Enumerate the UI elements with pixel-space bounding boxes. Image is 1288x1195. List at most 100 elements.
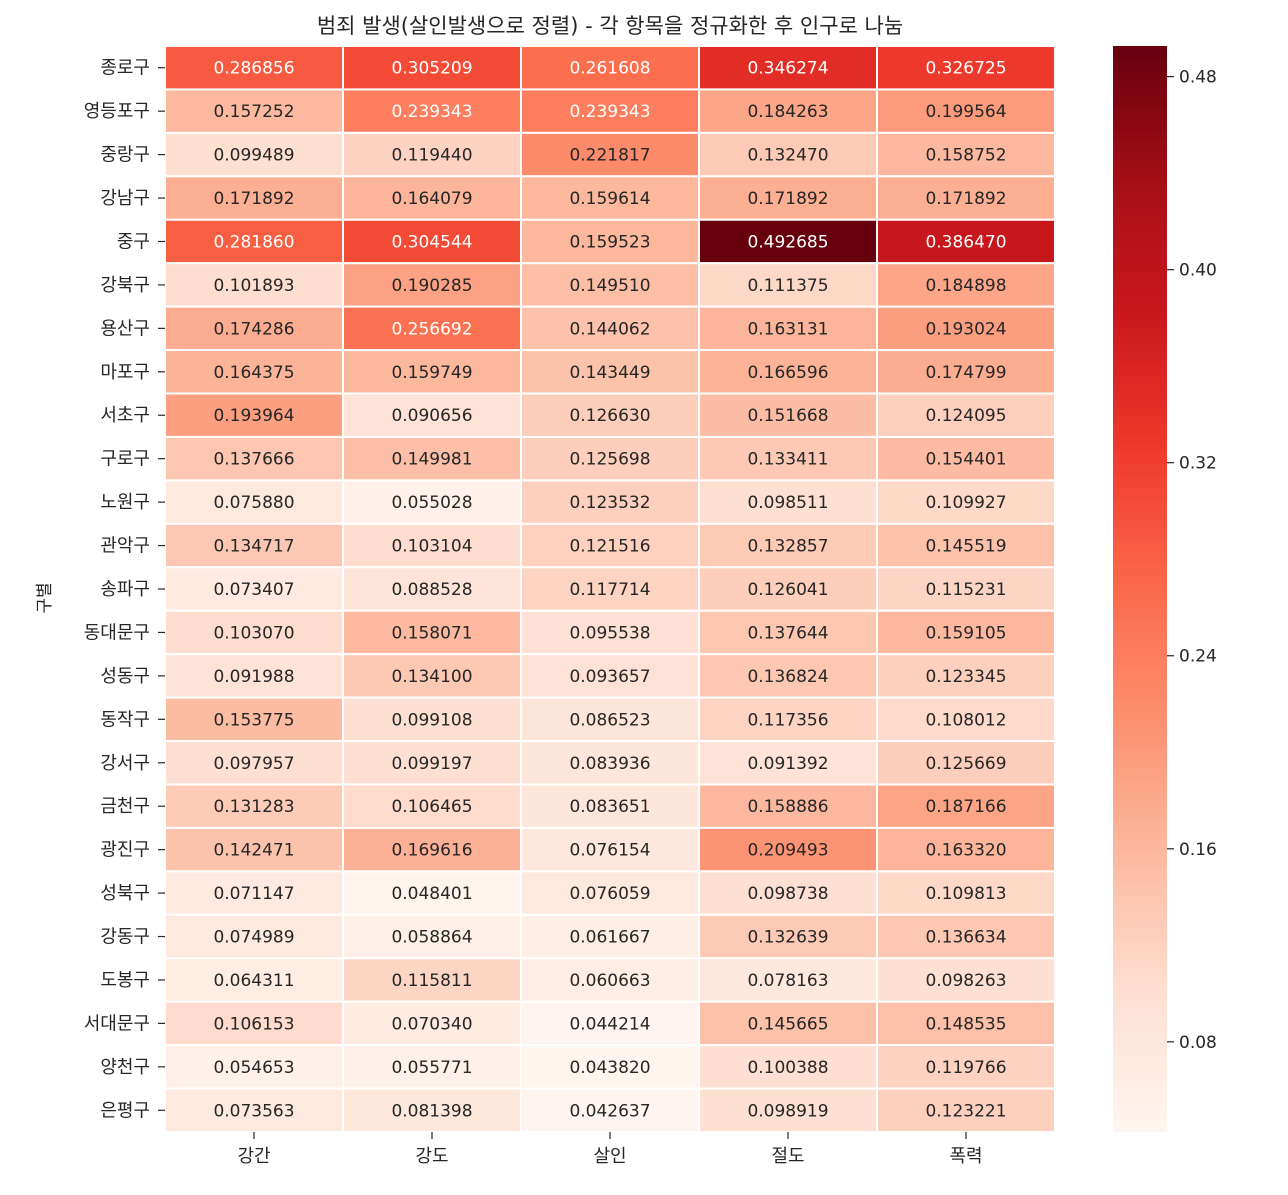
cell-value-label: 0.142471 — [213, 841, 294, 861]
cell-value-label: 0.123345 — [925, 667, 1006, 687]
heatmap-cell — [876, 479, 1056, 525]
heatmap-cell — [876, 740, 1056, 786]
heatmap-cell — [164, 435, 344, 482]
cell-value-label: 0.286856 — [213, 59, 294, 79]
heatmap-cell — [876, 609, 1056, 656]
heatmap-cell — [876, 783, 1056, 829]
cell-value-label: 0.199564 — [925, 102, 1006, 122]
cell-value-label: 0.137666 — [213, 450, 294, 470]
heatmap-cell — [342, 870, 522, 916]
cell-value-label: 0.090656 — [391, 406, 472, 426]
cell-value-label: 0.083936 — [569, 754, 650, 774]
cell-value-label: 0.239343 — [391, 102, 472, 122]
cell-value-label: 0.158886 — [747, 797, 828, 817]
cell-value-label: 0.074989 — [213, 928, 294, 948]
cell-value-label: 0.091392 — [747, 754, 828, 774]
cell-value-label: 0.132639 — [747, 928, 828, 948]
heatmap-cell — [520, 653, 700, 699]
colorbar-tick-label: 0.16 — [1179, 840, 1217, 860]
cell-value-label: 0.305209 — [391, 59, 472, 79]
y-tick-label: 영등포구 — [84, 101, 150, 122]
cell-value-label: 0.159523 — [569, 232, 650, 252]
heatmap-cell — [520, 88, 700, 134]
cell-value-label: 0.119766 — [925, 1058, 1006, 1078]
cell-value-label: 0.174286 — [213, 319, 294, 339]
heatmap-cell — [876, 696, 1056, 743]
heatmap-cell — [164, 522, 344, 569]
cell-value-label: 0.098511 — [747, 493, 828, 513]
cell-value-label: 0.125698 — [569, 450, 650, 470]
cell-value-label: 0.070340 — [391, 1014, 472, 1034]
cell-value-label: 0.109927 — [925, 493, 1006, 513]
cell-value-label: 0.153775 — [213, 710, 294, 730]
heatmap-cell-labels: 0.286856 0.305209 0.261608 0.346274 0.326725… — [213, 59, 1006, 1122]
heatmap-cell — [342, 696, 522, 743]
cell-value-label: 0.109813 — [925, 884, 1006, 904]
cell-value-label: 0.108012 — [925, 710, 1006, 730]
chart-title: 범죄 발생(살인발생으로 정렬) - 각 항목을 정규화한 후 인구로 나눔 — [317, 14, 903, 38]
y-tick-label: 성북구 — [100, 883, 150, 904]
cell-value-label: 0.184898 — [925, 276, 1006, 296]
cell-value-label: 0.281860 — [213, 232, 294, 252]
cell-value-label: 0.058864 — [391, 928, 472, 948]
y-tick-label: 양천구 — [100, 1057, 150, 1078]
colorbar-tick-label: 0.08 — [1179, 1033, 1217, 1053]
cell-value-label: 0.081398 — [391, 1101, 472, 1121]
colorbar-tick-label: 0.32 — [1179, 454, 1217, 474]
cell-value-label: 0.078163 — [747, 971, 828, 991]
heatmap-cell — [520, 435, 700, 482]
heatmap-cells — [164, 45, 1056, 1134]
cell-value-label: 0.158752 — [925, 146, 1006, 166]
cell-value-label: 0.492685 — [747, 232, 828, 252]
heatmap-cell — [164, 1044, 344, 1090]
cell-value-label: 0.054653 — [213, 1058, 294, 1078]
cell-value-label: 0.103070 — [213, 623, 294, 643]
heatmap-cell — [698, 175, 878, 221]
cell-value-label: 0.154401 — [925, 450, 1006, 470]
cell-value-label: 0.164079 — [391, 189, 472, 209]
cell-value-label: 0.061667 — [569, 928, 650, 948]
cell-value-label: 0.098919 — [747, 1101, 828, 1121]
cell-value-label: 0.099197 — [391, 754, 472, 774]
cell-value-label: 0.043820 — [569, 1058, 650, 1078]
heatmap-cell — [342, 1087, 522, 1134]
cell-value-label: 0.239343 — [569, 102, 650, 122]
heatmap-cell — [520, 175, 700, 221]
heatmap-cell — [876, 870, 1056, 916]
heatmap-cell — [698, 522, 878, 569]
cell-value-label: 0.174799 — [925, 363, 1006, 383]
cell-value-label: 0.149981 — [391, 450, 472, 470]
cell-value-label: 0.098738 — [747, 884, 828, 904]
cell-value-label: 0.386470 — [925, 232, 1006, 252]
cell-value-label: 0.073407 — [213, 580, 294, 600]
cell-value-label: 0.148535 — [925, 1014, 1006, 1034]
y-tick-label: 중구 — [117, 231, 150, 252]
heatmap-cell — [876, 653, 1056, 699]
cell-value-label: 0.123532 — [569, 493, 650, 513]
cell-value-label: 0.073563 — [213, 1101, 294, 1121]
cell-value-label: 0.071147 — [213, 884, 294, 904]
cell-value-label: 0.136634 — [925, 928, 1006, 948]
y-tick-label: 도봉구 — [100, 970, 150, 991]
y-tick-label: 광진구 — [100, 840, 150, 861]
cell-value-label: 0.158071 — [391, 623, 472, 643]
heatmap-cell — [698, 609, 878, 656]
cell-value-label: 0.132857 — [747, 537, 828, 557]
heatmap-cell — [342, 131, 522, 178]
cell-value-label: 0.346274 — [747, 59, 828, 79]
cell-value-label: 0.143449 — [569, 363, 650, 383]
y-tick-label: 성동구 — [100, 666, 150, 687]
cell-value-label: 0.171892 — [213, 189, 294, 209]
heatmap-cell — [698, 262, 878, 308]
cell-value-label: 0.115231 — [925, 580, 1006, 600]
y-tick-label: 노원구 — [100, 492, 150, 513]
heatmap-cell — [164, 696, 344, 743]
y-tick-label: 동대문구 — [84, 622, 150, 643]
heatmap-cell — [876, 435, 1056, 482]
heatmap-cell — [876, 1087, 1056, 1134]
cell-value-label: 0.171892 — [925, 189, 1006, 209]
heatmap-cell — [698, 435, 878, 482]
cell-value-label: 0.134717 — [213, 537, 294, 557]
y-tick-label: 서대문구 — [84, 1013, 150, 1034]
cell-value-label: 0.091988 — [213, 667, 294, 687]
